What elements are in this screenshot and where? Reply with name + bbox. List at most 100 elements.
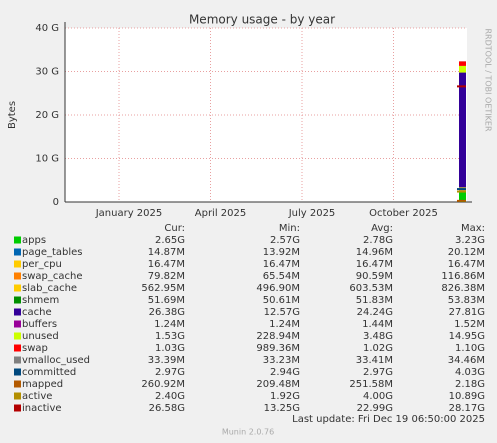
legend-value: 2.94G bbox=[270, 367, 300, 378]
legend-value: 16.47M bbox=[263, 259, 300, 270]
legend-value: 1.92G bbox=[270, 391, 300, 402]
legend-swatch bbox=[14, 284, 21, 292]
legend-value: 90.59M bbox=[356, 271, 393, 282]
legend-value: 34.46M bbox=[448, 355, 485, 366]
legend-value: 2.65G bbox=[155, 235, 185, 246]
legend-swatch bbox=[14, 356, 21, 364]
legend-swatch bbox=[14, 320, 21, 328]
legend-swatch bbox=[14, 392, 21, 400]
legend-swatch bbox=[14, 236, 21, 244]
legend-label: vmalloc_used bbox=[22, 355, 90, 366]
legend-label: buffers bbox=[22, 319, 57, 330]
stack-segment bbox=[459, 65, 466, 73]
legend-value: 228.94M bbox=[256, 331, 300, 342]
y-axis-label: Bytes bbox=[7, 101, 18, 129]
legend-value: 22.99G bbox=[357, 403, 393, 414]
legend-swatch bbox=[14, 380, 21, 388]
legend-value: 27.81G bbox=[449, 307, 485, 318]
legend-value: 33.23M bbox=[263, 355, 300, 366]
legend-value: 496.90M bbox=[256, 283, 300, 294]
legend-value: 1.52M bbox=[454, 319, 485, 330]
y-tick-label: 20 G bbox=[35, 110, 59, 121]
legend-value: 50.61M bbox=[263, 295, 300, 306]
legend-value: 14.95G bbox=[449, 331, 485, 342]
column-header: Max: bbox=[461, 223, 485, 234]
legend-value: 260.92M bbox=[141, 379, 185, 390]
legend-value: 1.24M bbox=[154, 319, 185, 330]
legend-value: 26.38G bbox=[149, 307, 185, 318]
legend-swatch bbox=[14, 260, 21, 268]
stack-segment bbox=[459, 190, 466, 202]
legend-value: 13.25G bbox=[264, 403, 300, 414]
x-tick-label: April 2025 bbox=[195, 208, 246, 219]
legend-value: 53.83M bbox=[448, 295, 485, 306]
legend-value: 12.57G bbox=[264, 307, 300, 318]
y-tick-label: 10 G bbox=[35, 154, 59, 165]
legend-value: 51.69M bbox=[148, 295, 185, 306]
legend-swatch bbox=[14, 344, 21, 352]
legend-value: 13.92M bbox=[263, 247, 300, 258]
legend-label: shmem bbox=[22, 295, 59, 306]
legend-value: 65.54M bbox=[263, 271, 300, 282]
x-tick-label: January 2025 bbox=[95, 208, 163, 219]
legend-value: 2.40G bbox=[155, 391, 185, 402]
legend-value: 14.87M bbox=[148, 247, 185, 258]
footer: Munin 2.0.76 bbox=[222, 428, 274, 437]
legend-label: swap_cache bbox=[22, 271, 82, 282]
legend-value: 1.03G bbox=[155, 343, 185, 354]
legend-value: 4.03G bbox=[455, 367, 485, 378]
legend-value: 1.53G bbox=[155, 331, 185, 342]
legend-value: 26.58G bbox=[149, 403, 185, 414]
legend-swatch bbox=[14, 332, 21, 340]
legend-value: 1.44M bbox=[362, 319, 393, 330]
legend-value: 989.36M bbox=[256, 343, 300, 354]
legend-value: 603.53M bbox=[349, 283, 393, 294]
legend-value: 16.47M bbox=[356, 259, 393, 270]
legend-value: 1.24M bbox=[269, 319, 300, 330]
legend-swatch bbox=[14, 368, 21, 376]
legend-value: 3.23G bbox=[455, 235, 485, 246]
y-tick-label: 40 G bbox=[35, 23, 59, 34]
legend-label: cache bbox=[22, 307, 52, 318]
legend-value: 4.00G bbox=[363, 391, 393, 402]
stack-segment bbox=[459, 72, 466, 188]
legend-value: 562.95M bbox=[141, 283, 185, 294]
legend-value: 79.82M bbox=[148, 271, 185, 282]
legend-label: per_cpu bbox=[22, 259, 62, 270]
legend-swatch bbox=[14, 308, 21, 316]
legend-value: 209.48M bbox=[256, 379, 300, 390]
side-text: RRDTOOL / TOBI OETIKER bbox=[484, 28, 493, 131]
y-tick-label: 0 bbox=[53, 197, 59, 208]
legend-value: 2.18G bbox=[455, 379, 485, 390]
legend-value: 1.10G bbox=[455, 343, 485, 354]
legend-swatch bbox=[14, 296, 21, 304]
legend-value: 116.86M bbox=[441, 271, 485, 282]
legend-label: committed bbox=[22, 367, 76, 378]
legend-value: 3.48G bbox=[363, 331, 393, 342]
legend-label: inactive bbox=[22, 403, 62, 414]
legend-label: swap bbox=[22, 343, 48, 354]
legend-value: 33.41M bbox=[356, 355, 393, 366]
x-tick-label: July 2025 bbox=[288, 208, 336, 219]
legend-value: 16.47M bbox=[148, 259, 185, 270]
legend-value: 251.58M bbox=[349, 379, 393, 390]
legend-value: 20.12M bbox=[448, 247, 485, 258]
chart-title: Memory usage - by year bbox=[189, 13, 335, 27]
legend-swatch bbox=[14, 248, 21, 256]
legend-value: 2.57G bbox=[270, 235, 300, 246]
last-update: Last update: Fri Dec 19 06:50:00 2025 bbox=[292, 414, 485, 425]
legend-value: 2.97G bbox=[363, 367, 393, 378]
y-tick-label: 30 G bbox=[35, 67, 59, 78]
legend-label: active bbox=[22, 391, 52, 402]
legend-value: 24.24G bbox=[357, 307, 393, 318]
legend-value: 826.38M bbox=[441, 283, 485, 294]
legend-swatch bbox=[14, 272, 21, 280]
legend-value: 51.83M bbox=[356, 295, 393, 306]
column-header: Avg: bbox=[371, 223, 393, 234]
legend-swatch bbox=[14, 404, 21, 412]
legend-value: 2.78G bbox=[363, 235, 393, 246]
legend-label: apps bbox=[22, 235, 46, 246]
legend-value: 33.39M bbox=[148, 355, 185, 366]
x-tick-label: October 2025 bbox=[369, 208, 438, 219]
